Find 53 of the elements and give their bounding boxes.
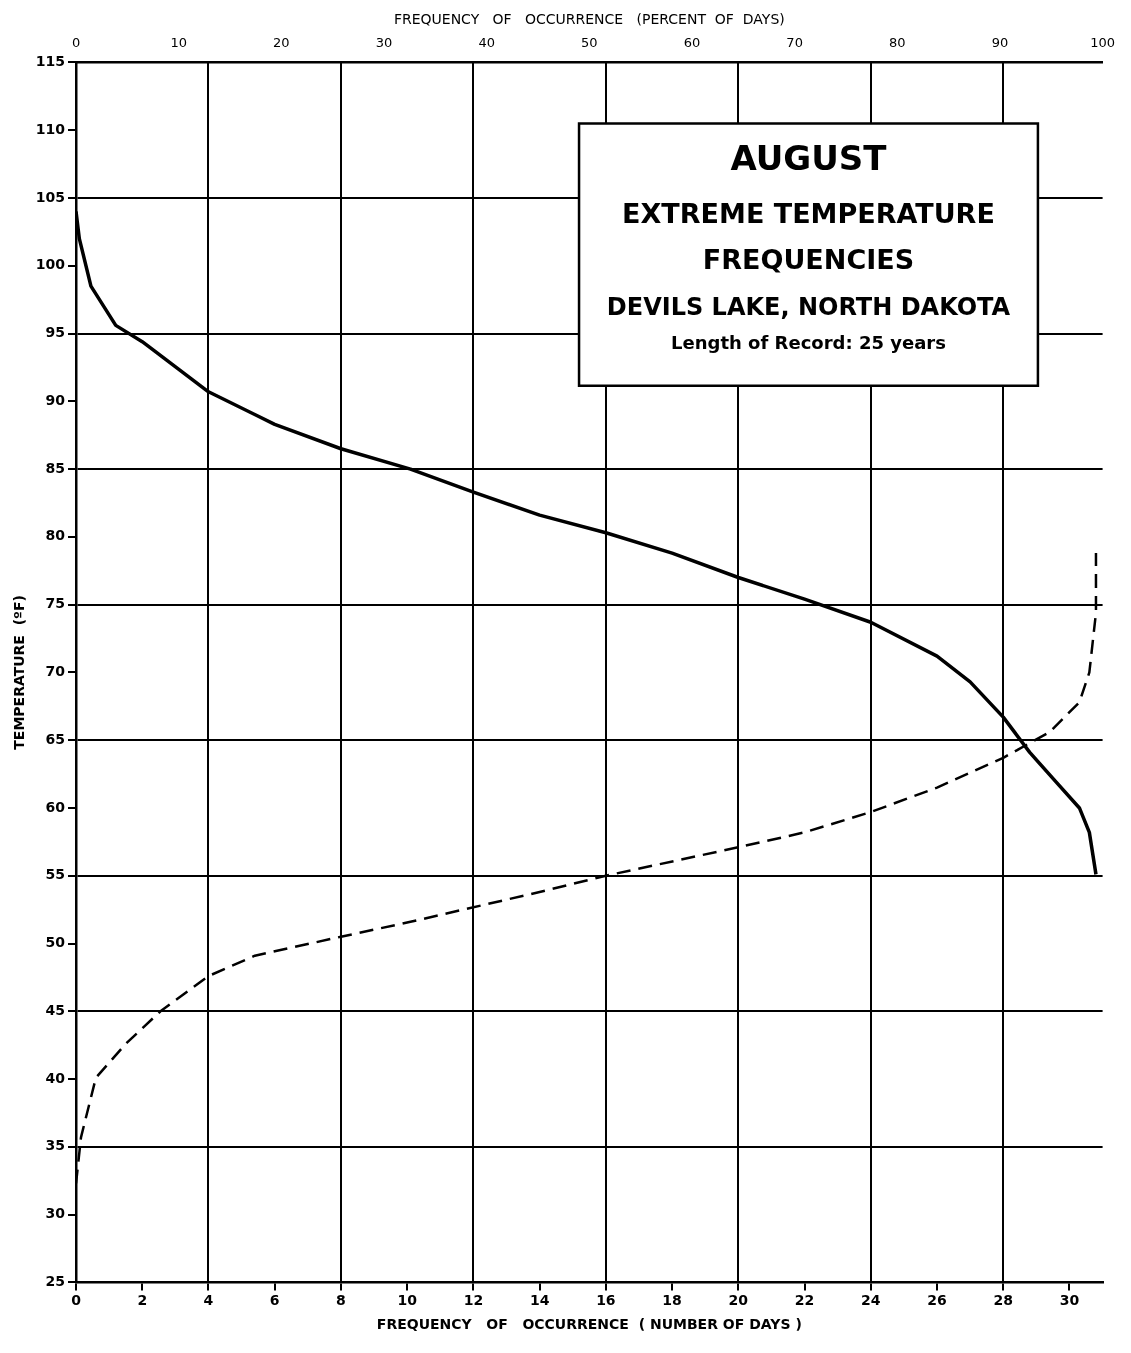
x2-tick-label: 90 (991, 34, 1009, 50)
x2-tick-label: 70 (786, 34, 803, 50)
x2-tick-label: 50 (581, 34, 598, 50)
x-tick-label: 14 (529, 1292, 550, 1309)
x-tick-label: 16 (596, 1292, 616, 1309)
x2-tick-label: 100 (1090, 34, 1116, 50)
text: EXTREME TEMPERATURE FREQUENCIES (622, 198, 995, 276)
y-tick-label: 40 (45, 1069, 66, 1086)
x2-tick-label: 40 (478, 34, 495, 50)
y-tick-label: 45 (45, 1001, 66, 1018)
x-tick-label: 4 (203, 1292, 214, 1309)
y-tick-label: 30 (45, 1205, 66, 1222)
y-tick-label: 55 (45, 866, 66, 883)
x-tick-label: 28 (993, 1292, 1013, 1309)
y-tick-label: 80 (45, 527, 66, 544)
y-tick-label: 35 (45, 1137, 66, 1154)
x-tick-label: 20 (728, 1292, 749, 1309)
x-tick-label: 2 (137, 1292, 148, 1309)
y-axis-title: TEMPERATURE (ºF) (11, 595, 28, 750)
annotation: Length of Record: 25 years (671, 332, 946, 354)
y-tick-label: 70 (45, 663, 66, 680)
annotation: DEVILS LAKE, NORTH DAKOTA (606, 292, 1011, 321)
x-tick-label: 30 (1059, 1292, 1080, 1309)
x-tick-label: 24 (861, 1292, 881, 1309)
y-tick-label: 60 (45, 798, 66, 815)
y-tick-label: 85 (45, 459, 66, 476)
x-tick-label: 0 (71, 1292, 82, 1309)
x-axis-title: FREQUENCY OF OCCURRENCE ( NUMBER OF DAYS ) (376, 1316, 802, 1333)
x-tick-label: 8 (336, 1292, 346, 1309)
y-tick-label: 50 (45, 934, 66, 951)
x-tick-label: 12 (463, 1292, 484, 1309)
y-tick-label: 115 (35, 53, 66, 70)
y-tick-label: 110 (35, 120, 66, 137)
text: AUGUST (730, 138, 888, 179)
y-tick-label: 100 (35, 256, 66, 273)
x2-tick-label: 10 (170, 34, 187, 50)
y-tick-label: 75 (45, 595, 66, 612)
y-tick-label: 25 (45, 1273, 66, 1290)
y-tick-label: 105 (35, 188, 66, 205)
y-tick-label: 95 (45, 324, 66, 341)
x-tick-label: 18 (662, 1292, 682, 1309)
x2-axis-title: FREQUENCY OF OCCURRENCE (PERCENT OF DAYS) (393, 11, 785, 28)
x-tick-label: 26 (927, 1292, 947, 1309)
x-tick-label: 6 (269, 1292, 280, 1309)
x-tick-label: 10 (397, 1292, 418, 1309)
y-tick-label: 90 (45, 391, 66, 408)
x2-tick-label: 20 (273, 34, 290, 50)
x-tick-label: 22 (794, 1292, 815, 1309)
x2-tick-label: 80 (889, 34, 906, 50)
x2-tick-label: 60 (683, 34, 701, 50)
x2-tick-label: 30 (375, 34, 393, 50)
y-tick-label: 65 (45, 730, 66, 747)
x2-tick-label: 0 (71, 34, 81, 50)
